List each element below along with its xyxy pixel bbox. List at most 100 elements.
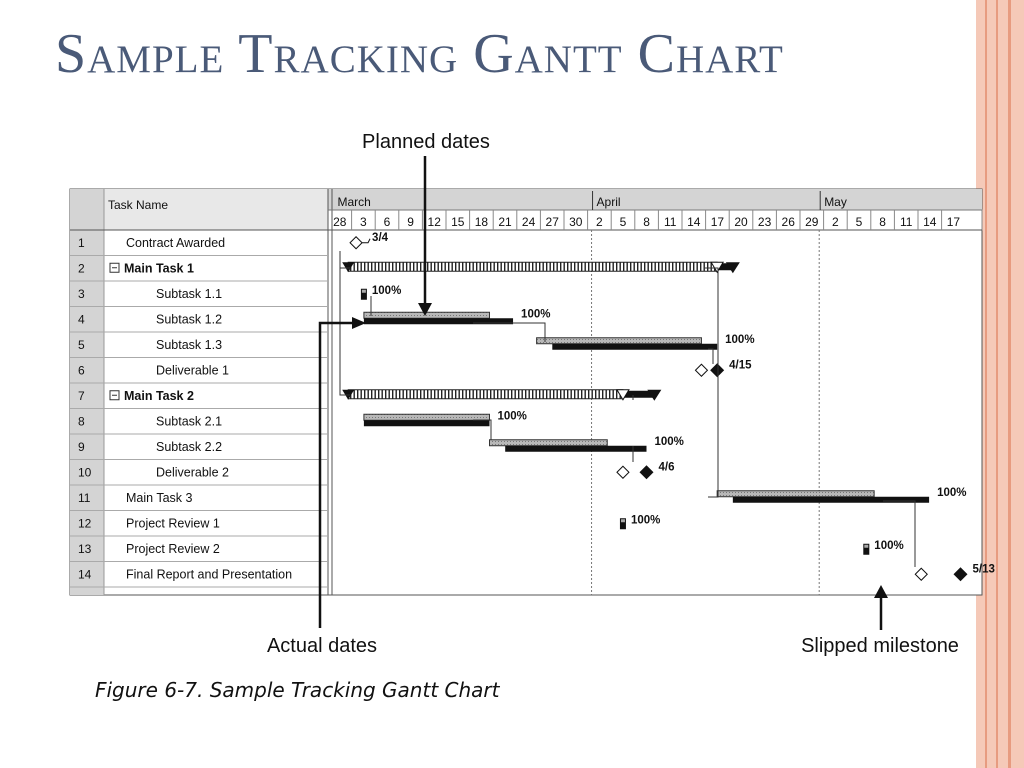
day-tick-label: 8 [879, 215, 886, 229]
percent-complete-label: 100% [937, 487, 966, 499]
day-tick-label: 30 [569, 215, 583, 229]
summary-bar-start-cap [342, 262, 355, 273]
day-tick-label: 24 [522, 215, 536, 229]
day-tick-label: 28 [333, 215, 347, 229]
task-name: Main Task 2 [124, 389, 194, 403]
task-name: Main Task 3 [126, 491, 193, 505]
planned-bar [536, 337, 702, 345]
short-task-marker-top [620, 519, 625, 523]
decorative-stripe [976, 0, 1024, 768]
day-tick-label: 18 [475, 215, 489, 229]
actual-bar [363, 420, 490, 427]
row-number: 14 [78, 567, 92, 581]
day-tick-label: 15 [451, 215, 465, 229]
day-tick-label: 11 [900, 215, 913, 229]
day-tick-label: 14 [923, 215, 937, 229]
dependency-connector [339, 268, 350, 396]
short-task-marker-top [361, 289, 366, 293]
row-number: 6 [78, 363, 85, 377]
summary-bar-slip [622, 390, 655, 398]
percent-complete-label: 100% [874, 540, 903, 552]
percent-complete-label: 100% [521, 308, 550, 320]
actual-milestone [710, 363, 725, 378]
row-number-column-bg [70, 189, 104, 595]
dependency-connector [708, 348, 714, 364]
percent-complete-label: 100% [725, 334, 754, 346]
actual-dates-callout: Actual dates [267, 635, 377, 657]
task-name: Deliverable 1 [156, 363, 229, 377]
row-number: 11 [78, 491, 91, 505]
day-tick-label: 21 [498, 215, 512, 229]
task-name: Subtask 1.3 [156, 338, 222, 352]
task-name: Main Task 1 [124, 261, 194, 275]
planned-milestone [694, 363, 709, 377]
planned-dates-callout: Planned dates [362, 131, 490, 153]
short-task-marker [863, 543, 870, 555]
day-tick-label: 26 [782, 215, 796, 229]
planned-milestone [616, 465, 630, 479]
short-task-marker [360, 288, 367, 300]
day-tick-label: 20 [734, 215, 748, 229]
actual-bar [505, 445, 647, 452]
milestone-date-label: 4/15 [729, 359, 752, 371]
day-tick-label: 2 [832, 215, 839, 229]
planned-dates-arrowhead [418, 303, 432, 316]
summary-bar-planned [347, 261, 718, 272]
day-tick-label: 14 [687, 215, 701, 229]
row-number: 2 [78, 261, 85, 275]
task-name: Deliverable 2 [156, 465, 229, 479]
milestone-leader [362, 238, 371, 244]
slipped-milestone-arrowhead [874, 585, 888, 598]
milestone-date-label: 5/13 [973, 563, 995, 575]
task-name-header-bg [104, 189, 328, 230]
day-tick-label: 6 [384, 215, 391, 229]
dependency-connector [704, 267, 719, 498]
row-number: 13 [78, 542, 92, 556]
task-name: Subtask 1.1 [156, 287, 222, 301]
month-label: April [597, 195, 621, 209]
percent-complete-label: 100% [372, 285, 401, 297]
actual-milestone [953, 567, 968, 582]
milestone-date-label: 4/6 [659, 461, 675, 473]
dependency-connector [473, 419, 492, 440]
task-name: Subtask 2.2 [156, 440, 222, 454]
day-tick-label: 11 [664, 215, 677, 229]
percent-complete-label: 100% [655, 436, 684, 448]
summary-bar-slip [717, 263, 733, 271]
month-label: May [824, 195, 847, 209]
day-tick-label: 5 [856, 215, 863, 229]
day-tick-label: 3 [360, 215, 367, 229]
slipped-milestone-callout: Slipped milestone [801, 635, 959, 657]
summary-bar-planned-end-cap [616, 389, 630, 401]
summary-bar-planned-end-cap [710, 261, 725, 274]
dependency-connector [883, 500, 916, 567]
actual-bar [732, 496, 930, 503]
task-name: Subtask 2.1 [156, 414, 222, 428]
row-number: 1 [78, 236, 85, 250]
short-task-marker [619, 518, 626, 530]
planned-bar [489, 439, 608, 447]
planned-bar [363, 311, 490, 319]
row-number: 4 [78, 312, 85, 326]
slide-title: Sample Tracking Gantt Chart [55, 23, 784, 85]
actual-bar [363, 318, 514, 325]
task-name: Final Report and Presentation [126, 567, 292, 581]
day-tick-label: 17 [711, 215, 725, 229]
day-tick-label: 27 [546, 215, 560, 229]
summary-bar-end-cap [647, 389, 662, 401]
decorative-stripe-line [985, 0, 987, 768]
row-number: 7 [78, 389, 85, 403]
percent-complete-label: 100% [631, 514, 660, 526]
planned-bar [716, 490, 875, 498]
decorative-stripe-line [996, 0, 998, 768]
day-tick-label: 9 [407, 215, 414, 229]
figure-caption: Figure 6-7. Sample Tracking Gantt Chart [95, 678, 500, 702]
day-tick-label: 5 [620, 215, 627, 229]
actual-dates-arrowhead [352, 317, 366, 329]
row-number: 8 [78, 414, 85, 428]
task-name-header: Task Name [108, 198, 168, 212]
task-name: Subtask 1.2 [156, 312, 222, 326]
task-name: Contract Awarded [126, 236, 225, 250]
actual-bar [552, 343, 718, 350]
actual-milestone [639, 465, 654, 480]
